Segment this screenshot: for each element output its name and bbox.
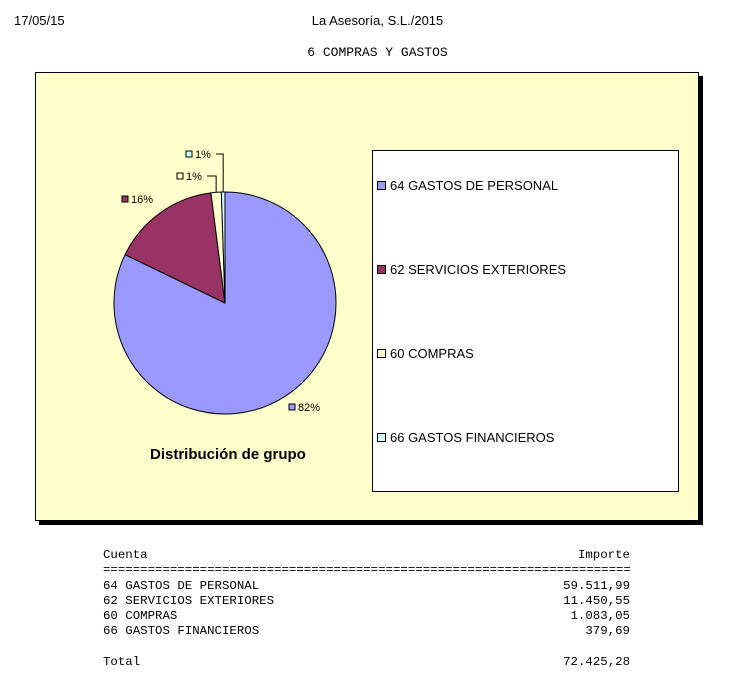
account-cell: 66 GASTOS FINANCIEROS [103,624,260,639]
data-label: 1% [186,171,202,183]
label-swatch [176,172,184,180]
report-title: 6 COMPRAS Y GASTOS [307,45,448,60]
legend-swatch [377,265,386,274]
summary-table: Cuenta Importe ==========================… [103,548,630,670]
account-cell: 60 COMPRAS [103,609,178,624]
amount-cell: 59.511,99 [563,578,630,593]
pie-slice [124,192,226,304]
table-row: 60 COMPRAS 1.083,05 [103,609,630,624]
report-date: 17/05/15 [14,13,65,28]
legend-item: 60 COMPRAS [377,346,474,361]
total-row: Total 72.425,28 [103,655,630,670]
table-header: Cuenta Importe [103,548,630,563]
legend-label: 62 SERVICIOS EXTERIORES [390,262,567,277]
legend-item: 64 GASTOS DE PERSONAL [377,178,558,193]
account-cell: 62 SERVICIOS EXTERIORES [103,593,275,608]
legend-label: 64 GASTOS DE PERSONAL [390,178,559,193]
label-swatch [121,195,129,203]
leader-line [216,153,224,193]
legend-label: 60 COMPRAS [390,346,474,361]
col-account: Cuenta [103,548,148,562]
legend-label: 66 GASTOS FINANCIEROS [390,430,555,445]
legend-swatch [377,181,386,190]
leader-line [207,175,217,193]
table-row: 62 SERVICIOS EXTERIORES 11.450,55 [103,594,630,609]
label-swatch [288,403,296,411]
legend-item: 66 GASTOS FINANCIEROS [377,430,554,445]
legend-item: 62 SERVICIOS EXTERIORES [377,262,566,277]
data-label: 1% [195,149,211,161]
table-row: 66 GASTOS FINANCIEROS 379,69 [103,624,630,639]
account-cell: 64 GASTOS DE PERSONAL [103,578,260,593]
total-amount: 72.425,28 [563,654,630,669]
amount-cell: 1.083,05 [570,609,631,624]
legend-swatch [377,349,386,358]
separator: ========================================… [103,563,630,578]
col-amount: Importe [577,548,630,562]
company-name: La Asesoría, S.L./2015 [311,13,444,28]
data-label: 82% [298,402,320,414]
legend-swatch [377,433,386,442]
amount-cell: 379,69 [585,624,630,639]
chart-legend: 64 GASTOS DE PERSONAL 62 SERVICIOS EXTERI… [372,150,679,492]
total-label: Total [103,654,141,669]
chart-title: Distribución de grupo [150,446,306,463]
amount-cell: 11.450,55 [563,593,630,608]
table-row: 64 GASTOS DE PERSONAL 59.511,99 [103,579,630,594]
data-label: 16% [131,194,153,206]
label-swatch [185,150,193,158]
